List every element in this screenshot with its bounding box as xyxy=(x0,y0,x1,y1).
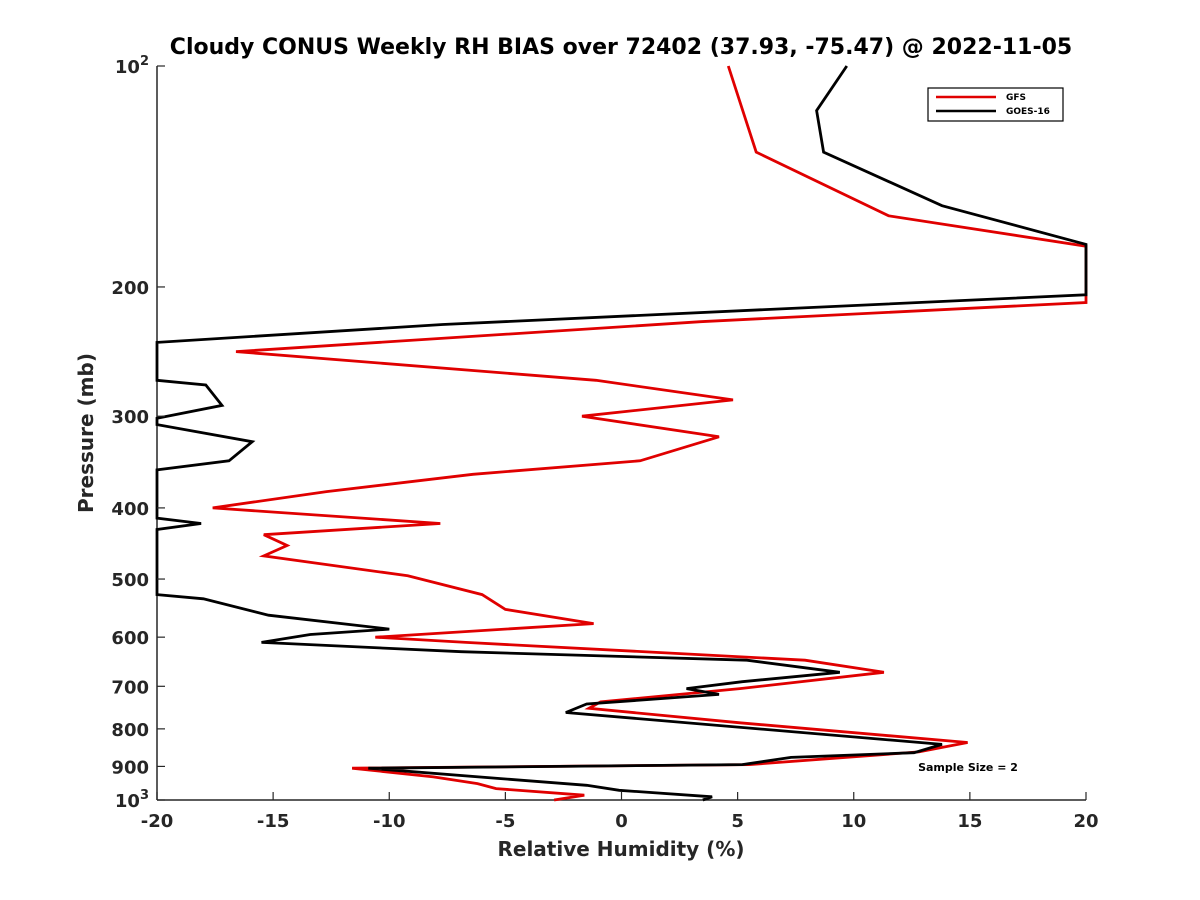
x-axis-ticks: -20 -15 -10 -5 0 5 10 15 20 xyxy=(141,792,1099,832)
series-line-gfs xyxy=(212,65,1088,802)
chart-title: Cloudy CONUS Weekly RH BIAS over 72402 (… xyxy=(170,35,1072,60)
sample-size-annotation: Sample Size = 2 xyxy=(918,761,1018,774)
y-tick-label: 102 xyxy=(115,54,149,78)
y-tick-label: 400 xyxy=(111,499,149,520)
y-tick-label: 900 xyxy=(111,757,149,778)
y-axis-label: Pressure (mb) xyxy=(74,353,98,513)
y-tick-label: 800 xyxy=(111,720,149,741)
x-tick-label: -15 xyxy=(257,811,290,832)
x-tick-label: -10 xyxy=(373,811,406,832)
x-tick-label: 0 xyxy=(615,811,628,832)
x-tick-label: 10 xyxy=(841,811,866,832)
x-axis-label: Relative Humidity (%) xyxy=(497,837,744,861)
legend-label: GFS xyxy=(1006,93,1026,103)
y-tick-label: 700 xyxy=(111,677,149,698)
x-tick-label: -20 xyxy=(141,811,174,832)
y-tick-label: 103 xyxy=(115,788,149,812)
x-tick-label: -5 xyxy=(495,811,515,832)
y-tick-label: 300 xyxy=(111,407,149,428)
plot-area xyxy=(156,66,1086,801)
series-line-goes-16 xyxy=(155,65,1088,802)
y-tick-label: 500 xyxy=(111,570,149,591)
x-tick-label: 15 xyxy=(957,811,982,832)
legend-label: GOES-16 xyxy=(1006,107,1050,117)
y-axis-ticks: 102 200 300 400 500 600 700 800 900 103 xyxy=(111,54,165,812)
legend: GFS GOES-16 xyxy=(927,87,1064,122)
x-tick-label: 5 xyxy=(731,811,744,832)
series-group xyxy=(155,65,1088,802)
y-tick-label: 600 xyxy=(111,628,149,649)
y-tick-label: 200 xyxy=(111,278,149,299)
legend-box xyxy=(927,87,1064,122)
x-tick-label: 20 xyxy=(1073,811,1098,832)
